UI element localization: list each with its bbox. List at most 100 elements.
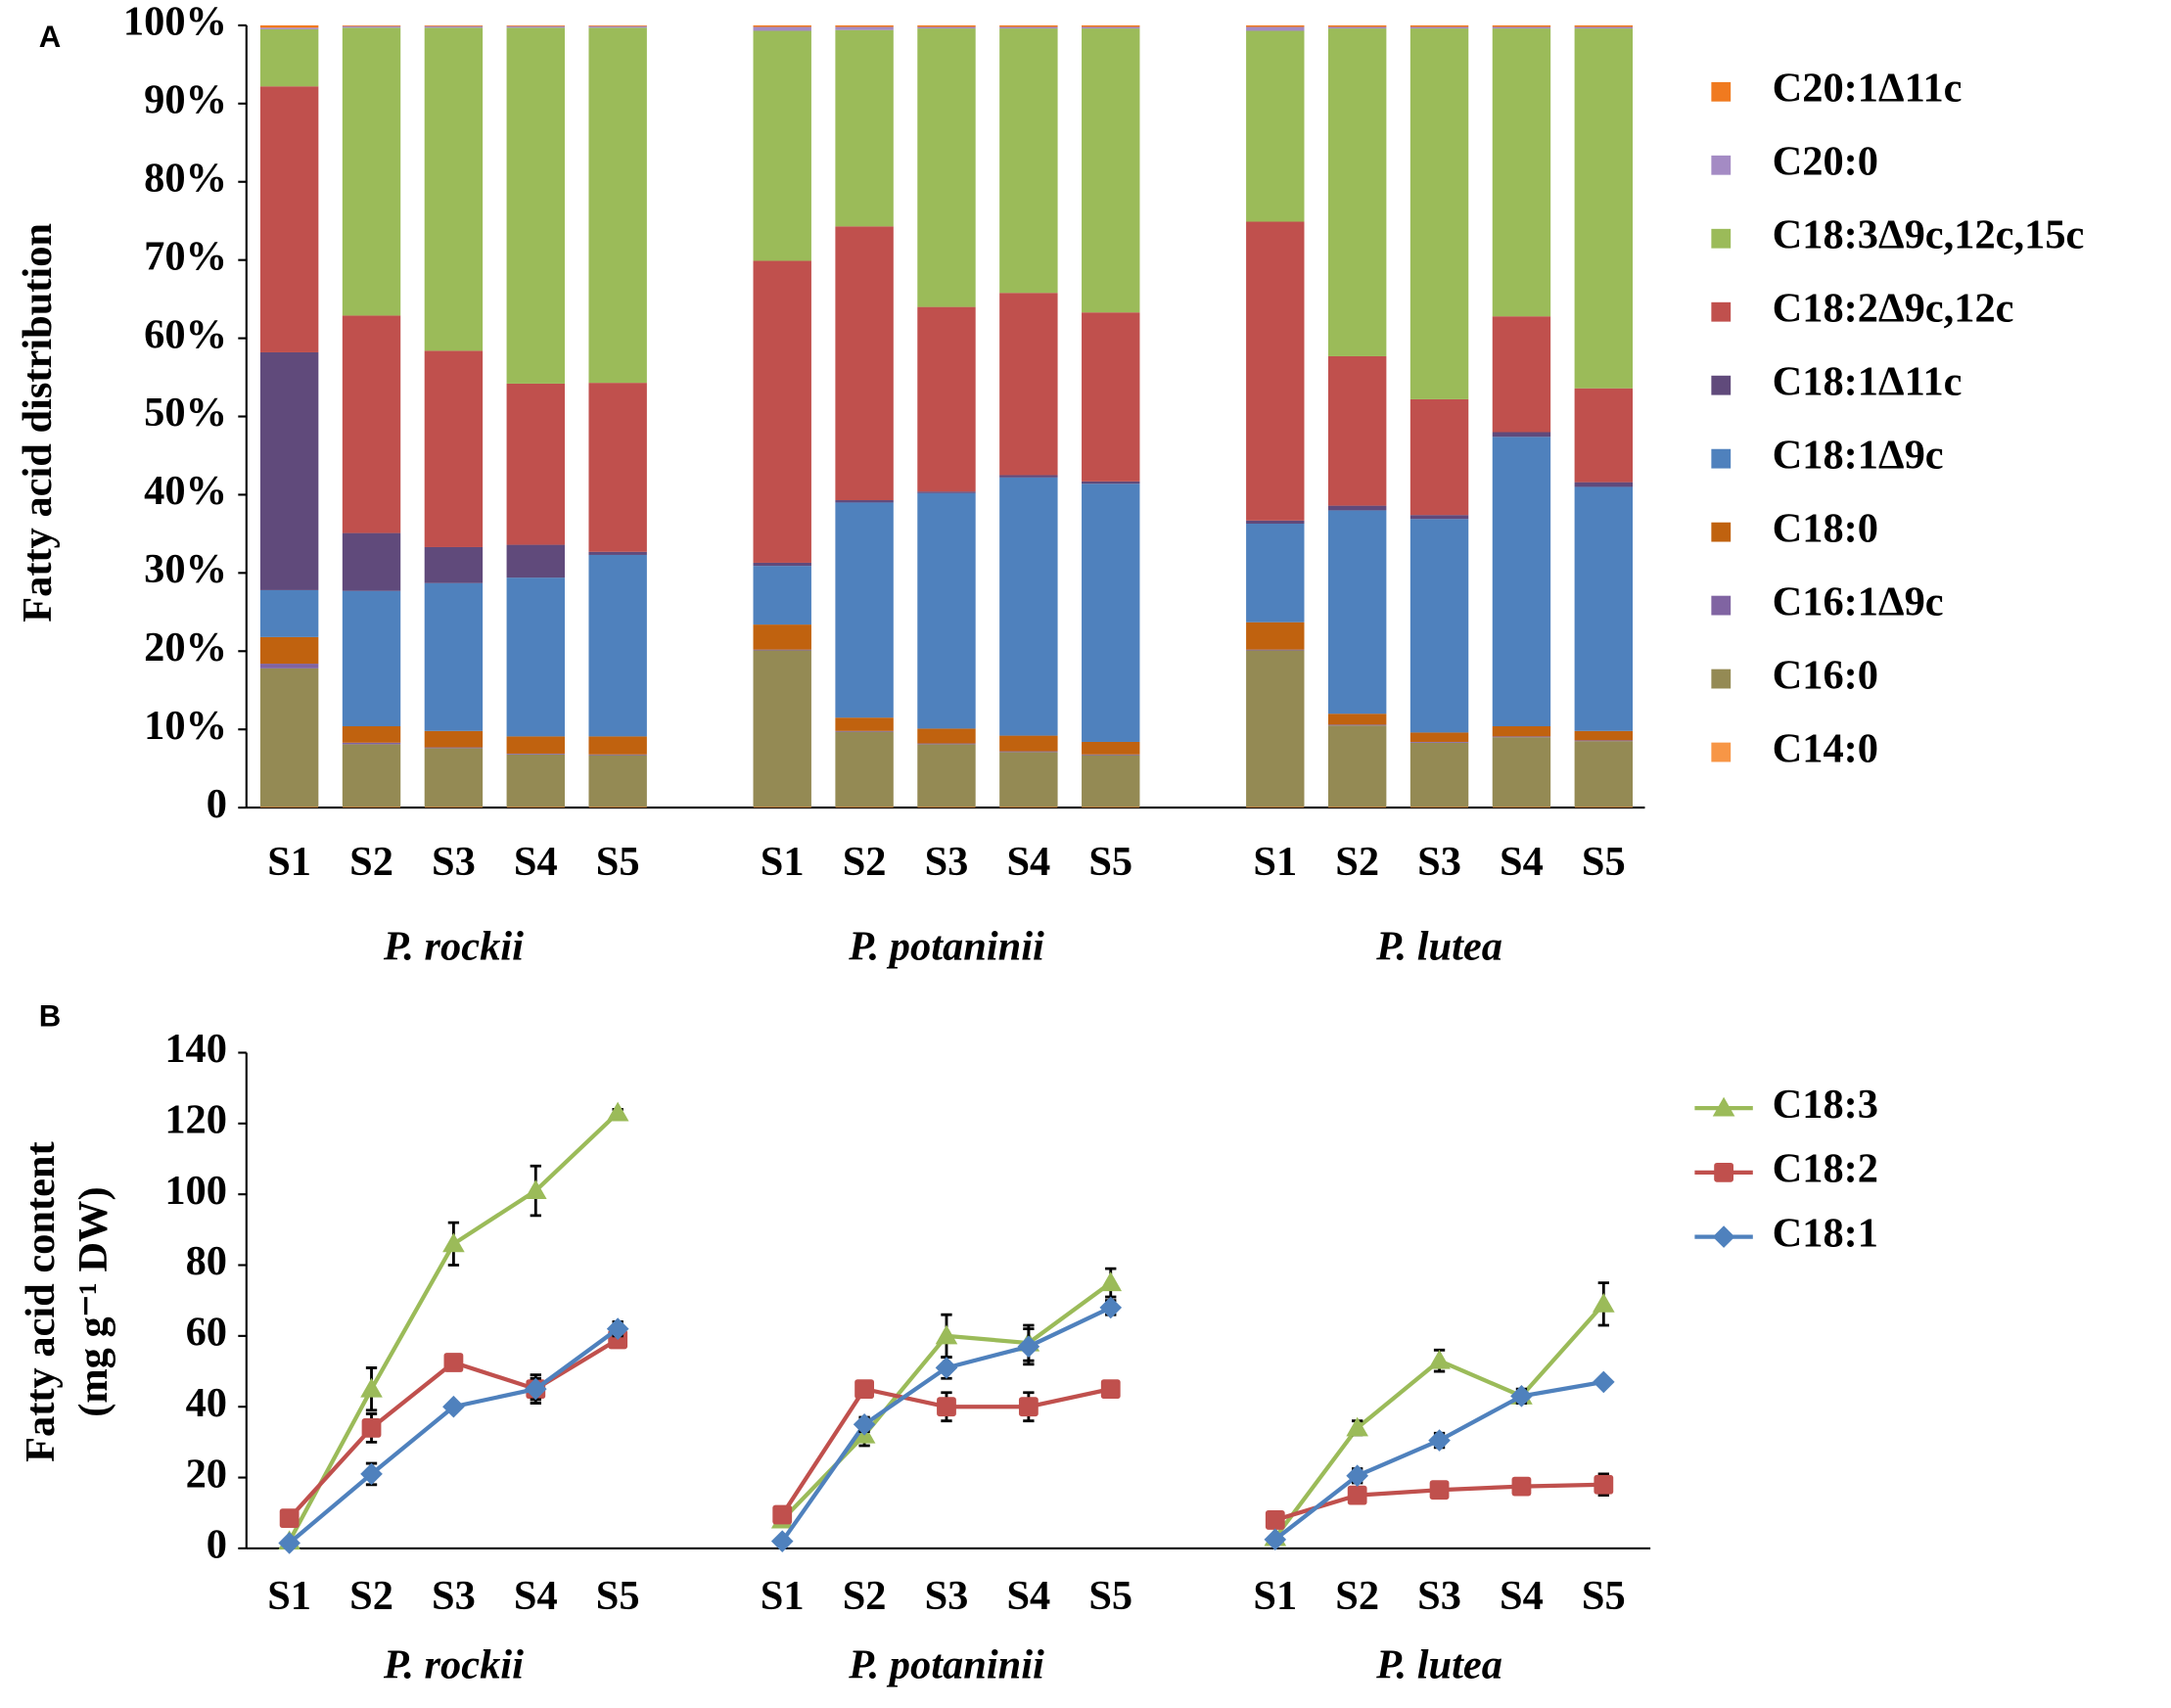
x-tick-label: S2	[349, 839, 393, 885]
bar-segment	[835, 730, 894, 732]
x-tick-label: S1	[1253, 839, 1297, 885]
panel-label: B	[39, 998, 61, 1033]
bar-segment	[1327, 505, 1387, 511]
bar-segment	[424, 24, 484, 26]
bar-segment	[999, 735, 1058, 752]
bar-segment	[588, 736, 647, 755]
y-axis-label: Fatty acid content	[18, 1141, 64, 1462]
legend-label: C18:1	[1773, 1210, 1878, 1256]
bar-segment	[424, 350, 484, 547]
bar-segment	[424, 807, 484, 808]
bar-segment	[506, 24, 565, 26]
bar-segment	[1082, 484, 1140, 742]
bar-segment	[1327, 26, 1387, 29]
bar-segment	[1574, 28, 1634, 389]
bar-segment	[1409, 26, 1469, 29]
bar-segment	[424, 27, 484, 351]
panel-label: A	[39, 20, 61, 54]
x-tick-label: S2	[1335, 839, 1379, 885]
x-tick-label: S1	[267, 1573, 311, 1619]
bar-segment	[1492, 28, 1551, 317]
x-tick-label: S2	[843, 839, 887, 885]
y-tick-label: 20%	[144, 624, 227, 670]
y-tick-label: 0	[207, 1522, 227, 1568]
legend-marker	[1714, 1162, 1734, 1182]
x-tick-label: S2	[349, 1573, 393, 1619]
marker	[606, 1101, 629, 1122]
bar-segment	[835, 26, 894, 30]
bar-segment	[1409, 515, 1469, 520]
bar-segment	[588, 383, 647, 552]
marker	[770, 1530, 794, 1552]
line	[1273, 1379, 1604, 1542]
x-tick-label: S5	[1088, 839, 1132, 885]
marker	[772, 1504, 793, 1525]
marker	[1593, 1370, 1615, 1394]
marker	[1594, 1474, 1614, 1495]
bar-segment	[506, 753, 565, 755]
bar-segment	[588, 754, 647, 756]
bar-segment	[835, 502, 894, 718]
bar-segment	[1327, 510, 1387, 715]
bar-segment	[835, 717, 894, 731]
bar-segment	[342, 25, 401, 28]
bar-segment	[588, 755, 647, 808]
marker	[1510, 1385, 1533, 1408]
group-label: P. rockii	[383, 924, 524, 970]
legend-label: C18:1Δ9c	[1773, 432, 1944, 478]
y-tick-label: 40	[186, 1380, 227, 1426]
bar-segment	[835, 226, 894, 501]
marker	[1100, 1379, 1121, 1400]
bar-segment	[835, 24, 894, 27]
bar-segment	[342, 27, 401, 316]
bar-segment	[1492, 437, 1551, 726]
bar-segment	[753, 30, 811, 261]
legend-label: C18:1Δ11c	[1773, 358, 1963, 404]
bar-segment	[1082, 741, 1140, 755]
y-tick-label: 20	[186, 1451, 227, 1497]
legend-swatch	[1711, 228, 1732, 249]
bar-segment	[259, 28, 319, 87]
bar-segment	[917, 306, 976, 492]
legend-swatch	[1711, 742, 1732, 762]
x-tick-label: S5	[1582, 839, 1626, 885]
bar-segment	[1574, 26, 1634, 29]
line	[287, 1111, 620, 1543]
bar-segment	[259, 86, 319, 352]
x-tick-label: S5	[596, 839, 640, 885]
legend-label: C20:1Δ11c	[1773, 66, 1963, 112]
marker	[360, 1377, 383, 1398]
marker	[1511, 1476, 1532, 1497]
bar-segment	[1082, 312, 1140, 482]
bar-segment	[506, 27, 565, 384]
bar-segment	[1246, 523, 1305, 623]
bar-segment	[259, 636, 319, 665]
bar-segment	[259, 27, 319, 29]
y-tick-label: 30%	[144, 546, 227, 592]
group-label: P. rockii	[383, 1642, 524, 1688]
bar-segment	[342, 590, 401, 726]
y-tick-label: 80	[186, 1238, 227, 1284]
bar-segment	[588, 27, 647, 384]
bar-segment	[506, 383, 565, 545]
group-label: P. lutea	[1375, 924, 1502, 970]
legend-label: C20:0	[1773, 139, 1878, 185]
y-tick-label: 120	[164, 1097, 227, 1143]
marker	[1017, 1335, 1040, 1359]
bar-segment	[753, 24, 811, 27]
bar-segment	[999, 475, 1058, 478]
bar-segment	[1409, 28, 1469, 399]
marker	[1265, 1510, 1285, 1530]
x-tick-label: S1	[761, 1573, 805, 1619]
bar-segment	[1492, 736, 1551, 738]
bar-segment	[1082, 481, 1140, 485]
bar-segment	[753, 649, 811, 651]
y-axis-label: Fatty acid distribution	[15, 223, 61, 623]
bar-segment	[259, 24, 319, 28]
bar-segment	[753, 562, 811, 567]
bar-segment	[588, 25, 647, 28]
bar-segment	[1327, 24, 1387, 27]
y-tick-label: 40%	[144, 468, 227, 514]
bar-segment	[259, 589, 319, 637]
bar-segment	[1246, 221, 1305, 521]
